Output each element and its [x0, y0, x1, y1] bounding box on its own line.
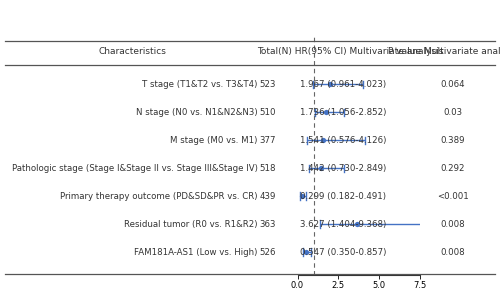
Text: <0.001: <0.001 [436, 192, 468, 201]
Text: 0.299 (0.182-0.491): 0.299 (0.182-0.491) [300, 192, 386, 201]
Text: FAM181A-AS1 (Low vs. High): FAM181A-AS1 (Low vs. High) [134, 248, 258, 257]
Text: 439: 439 [260, 192, 276, 201]
Text: Characteristics: Characteristics [98, 48, 166, 56]
Text: 518: 518 [259, 164, 276, 173]
Text: 363: 363 [259, 220, 276, 229]
Text: 0.389: 0.389 [440, 136, 465, 145]
Text: 0.008: 0.008 [440, 220, 465, 229]
Text: 523: 523 [259, 80, 276, 89]
Text: P value Multivariate analysis: P value Multivariate analysis [388, 48, 500, 56]
Text: 1.736 (1.056-2.852): 1.736 (1.056-2.852) [300, 108, 386, 117]
Text: 377: 377 [259, 136, 276, 145]
Text: 0.292: 0.292 [440, 164, 465, 173]
Text: 510: 510 [259, 108, 276, 117]
Text: T stage (T1&T2 vs. T3&T4): T stage (T1&T2 vs. T3&T4) [142, 80, 258, 89]
Text: 526: 526 [259, 248, 276, 257]
Text: Residual tumor (R0 vs. R1&R2): Residual tumor (R0 vs. R1&R2) [124, 220, 258, 229]
Text: Total(N) HR(95% CI) Multivariate analysis: Total(N) HR(95% CI) Multivariate analysi… [257, 48, 443, 56]
Text: 1.442 (0.730-2.849): 1.442 (0.730-2.849) [300, 164, 386, 173]
Text: 0.008: 0.008 [440, 248, 465, 257]
Text: 0.064: 0.064 [440, 80, 465, 89]
Text: 0.547 (0.350-0.857): 0.547 (0.350-0.857) [300, 248, 386, 257]
Text: Pathologic stage (Stage I&Stage II vs. Stage III&Stage IV): Pathologic stage (Stage I&Stage II vs. S… [12, 164, 258, 173]
Text: 1.541 (0.576-4.126): 1.541 (0.576-4.126) [300, 136, 386, 145]
Text: 1.967 (0.961-4.023): 1.967 (0.961-4.023) [300, 80, 386, 89]
Text: N stage (N0 vs. N1&N2&N3): N stage (N0 vs. N1&N2&N3) [136, 108, 258, 117]
Text: M stage (M0 vs. M1): M stage (M0 vs. M1) [170, 136, 258, 145]
Text: Primary therapy outcome (PD&SD&PR vs. CR): Primary therapy outcome (PD&SD&PR vs. CR… [60, 192, 258, 201]
Text: 0.03: 0.03 [443, 108, 462, 117]
Text: 3.627 (1.404-9.368): 3.627 (1.404-9.368) [300, 220, 386, 229]
